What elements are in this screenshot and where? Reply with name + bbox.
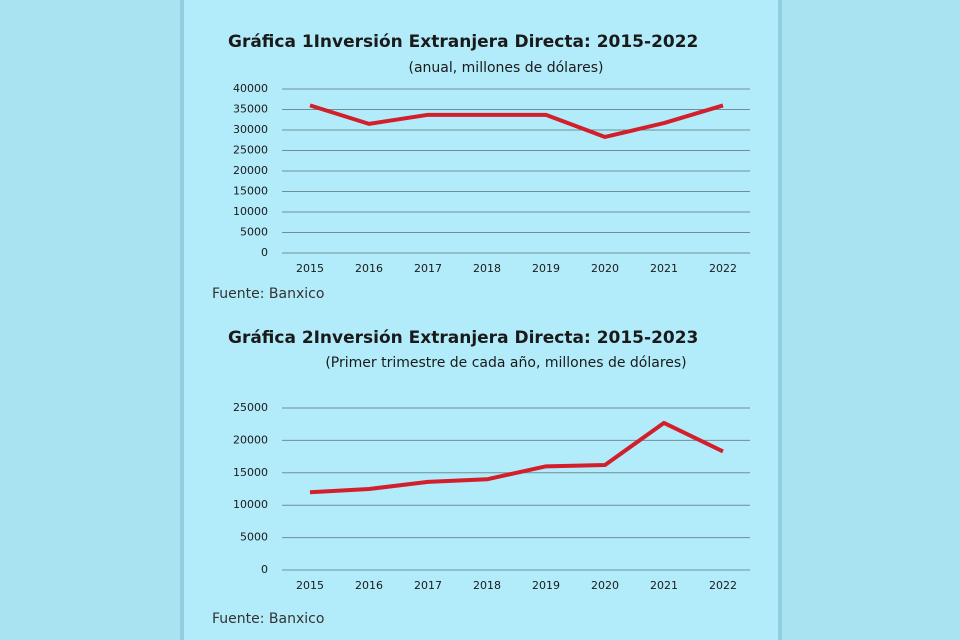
x-tick-label: 2022 <box>709 262 737 275</box>
y-tick-label: 35000 <box>233 103 268 116</box>
chart-subtitle: (anual, millones de dólares) <box>409 60 604 76</box>
x-tick-label: 2015 <box>296 262 324 275</box>
y-tick-label: 5000 <box>240 531 268 544</box>
chart-title: Inversión Extranjera Directa: 2015-2023 <box>314 328 699 348</box>
x-tick-label: 2017 <box>414 579 442 592</box>
y-tick-label: 25000 <box>233 144 268 157</box>
x-tick-label: 2020 <box>591 262 619 275</box>
x-tick-label: 2017 <box>414 262 442 275</box>
chart-title: Inversión Extranjera Directa: 2015-2022 <box>314 32 699 52</box>
x-tick-label: 2019 <box>532 579 560 592</box>
chart-subtitle: (Primer trimestre de cada año, millones … <box>325 355 686 371</box>
panel-edge <box>778 0 782 640</box>
y-tick-label: 0 <box>261 246 268 259</box>
chart-label: Gráfica 2 <box>228 328 314 348</box>
y-tick-label: 30000 <box>233 123 268 136</box>
x-tick-label: 2016 <box>355 579 383 592</box>
panel-edge <box>180 0 184 640</box>
y-tick-label: 10000 <box>233 498 268 511</box>
y-tick-label: 10000 <box>233 205 268 218</box>
y-tick-label: 0 <box>261 563 268 576</box>
x-tick-label: 2021 <box>650 579 678 592</box>
x-tick-label: 2021 <box>650 262 678 275</box>
data-line <box>309 420 724 495</box>
x-tick-label: 2020 <box>591 579 619 592</box>
source-note: Fuente: Banxico <box>212 611 324 627</box>
x-tick-label: 2018 <box>473 262 501 275</box>
source-note: Fuente: Banxico <box>212 286 324 302</box>
x-tick-label: 2016 <box>355 262 383 275</box>
data-line <box>309 103 724 139</box>
chart-label: Gráfica 1 <box>228 32 314 52</box>
x-tick-label: 2019 <box>532 262 560 275</box>
y-tick-label: 20000 <box>233 164 268 177</box>
x-tick-label: 2018 <box>473 579 501 592</box>
panel <box>184 0 778 640</box>
y-tick-label: 15000 <box>233 466 268 479</box>
x-tick-label: 2015 <box>296 579 324 592</box>
y-tick-label: 25000 <box>233 401 268 414</box>
y-tick-label: 5000 <box>240 226 268 239</box>
y-tick-label: 20000 <box>233 433 268 446</box>
x-tick-label: 2022 <box>709 579 737 592</box>
y-tick-label: 40000 <box>233 82 268 95</box>
y-tick-label: 15000 <box>233 185 268 198</box>
